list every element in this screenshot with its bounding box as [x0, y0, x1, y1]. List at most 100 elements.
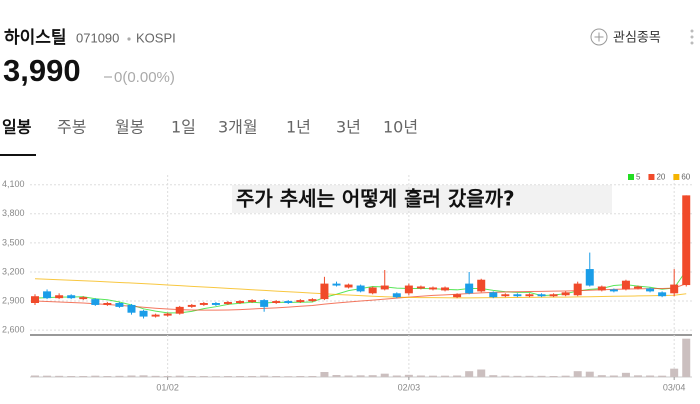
candle-body: [549, 294, 558, 297]
volume-bar: [561, 375, 570, 377]
price-change: 0(0.00%): [114, 69, 175, 86]
tab[interactable]: 10년: [383, 118, 418, 137]
candle-body: [404, 285, 413, 294]
volume-bar: [91, 375, 100, 377]
candle-body: [284, 301, 293, 303]
volume-bar: [103, 376, 112, 377]
candle-body: [248, 300, 257, 303]
tab[interactable]: 1일: [171, 118, 196, 137]
candle-body: [416, 286, 425, 289]
candle-body: [272, 301, 281, 303]
volume-bar: [658, 375, 667, 377]
candle-body: [199, 303, 208, 305]
volume-bar: [489, 375, 498, 377]
tab[interactable]: 3개월: [218, 118, 258, 137]
tab[interactable]: 월봉: [115, 118, 144, 137]
volume-bar: [585, 371, 594, 377]
volume-bar: [236, 376, 245, 377]
x-tick-label: 02/03: [398, 382, 421, 392]
volume-bar: [115, 375, 124, 377]
candle-body: [139, 310, 148, 317]
y-tick-label: 2,600: [2, 325, 25, 335]
volume-bar: [175, 375, 184, 377]
candle-body: [91, 299, 100, 305]
legend-swatch: [648, 174, 655, 180]
volume-bar: [453, 375, 462, 377]
legend-label: 5: [636, 173, 641, 182]
price: 3,990: [3, 53, 81, 88]
candle-body: [561, 292, 570, 296]
candle-body: [223, 302, 232, 304]
candle-body: [513, 294, 522, 297]
volume-bar: [525, 375, 534, 377]
candle-body: [31, 296, 39, 303]
volume-bar: [320, 372, 329, 377]
volume-bar: [368, 375, 377, 377]
candle-body: [682, 195, 691, 286]
y-tick-label: 3,500: [2, 237, 25, 247]
volume-bar: [139, 375, 148, 377]
volume-bar: [441, 375, 450, 377]
y-tick-label: 2,900: [2, 295, 25, 305]
x-tick-label: 03/04: [663, 382, 686, 392]
volume-bar: [513, 375, 522, 377]
volume-bar: [127, 375, 136, 377]
volume-bar: [272, 376, 281, 377]
tab[interactable]: 일봉: [2, 118, 32, 137]
volume-bar: [465, 371, 474, 377]
tab[interactable]: 3년: [336, 118, 361, 137]
candle-body: [115, 303, 124, 307]
more-menu[interactable]: [690, 29, 694, 45]
volume-bar: [380, 373, 389, 377]
candle-body: [236, 301, 245, 303]
volume-bar: [404, 374, 413, 377]
candle-body: [609, 289, 618, 292]
x-tick-label: 01/02: [156, 382, 179, 392]
tab[interactable]: 주봉: [57, 118, 86, 137]
volume-bar: [501, 375, 510, 377]
candle-body: [211, 303, 220, 305]
candle-body: [332, 283, 341, 286]
candle-body: [356, 285, 365, 292]
candle-body: [634, 286, 642, 289]
volume-bar: [163, 376, 172, 377]
volume-bar: [308, 376, 317, 377]
candle-body: [573, 283, 582, 296]
candle-body: [392, 293, 401, 298]
candle-body: [368, 287, 377, 294]
tab[interactable]: 1년: [286, 118, 311, 137]
volume-bar: [43, 375, 52, 377]
volume-bar: [682, 338, 691, 377]
candle-body: [646, 288, 655, 292]
volume-bar: [344, 375, 353, 377]
candle-body: [103, 303, 112, 305]
stock-name: 하이스틸: [4, 27, 67, 48]
candle-body: [658, 292, 667, 297]
candle-body: [477, 279, 486, 292]
candle-body: [260, 300, 269, 307]
candle-body: [380, 285, 389, 290]
candle-body: [489, 292, 498, 298]
candle-body: [187, 304, 196, 307]
volume-bar: [477, 369, 486, 377]
candle-body: [537, 294, 546, 297]
watch-button[interactable]: 관심종목: [613, 31, 661, 46]
watch-icon[interactable]: [590, 28, 608, 46]
stock-code: 071090: [76, 30, 119, 45]
volume-bar: [634, 375, 642, 377]
volume-bar: [646, 375, 655, 377]
candle-body: [441, 287, 450, 291]
candle-body: [163, 313, 172, 316]
volume-bar: [597, 375, 606, 377]
candle-body: [67, 295, 76, 299]
volume-bar: [31, 375, 39, 377]
candle-body: [320, 283, 329, 300]
candle-body: [55, 295, 64, 299]
candle-body: [175, 306, 184, 314]
candle-body: [308, 299, 317, 302]
volume-bar: [392, 375, 401, 377]
plus: [594, 32, 604, 42]
volume-bar: [223, 376, 232, 377]
volume-bar: [55, 375, 64, 377]
